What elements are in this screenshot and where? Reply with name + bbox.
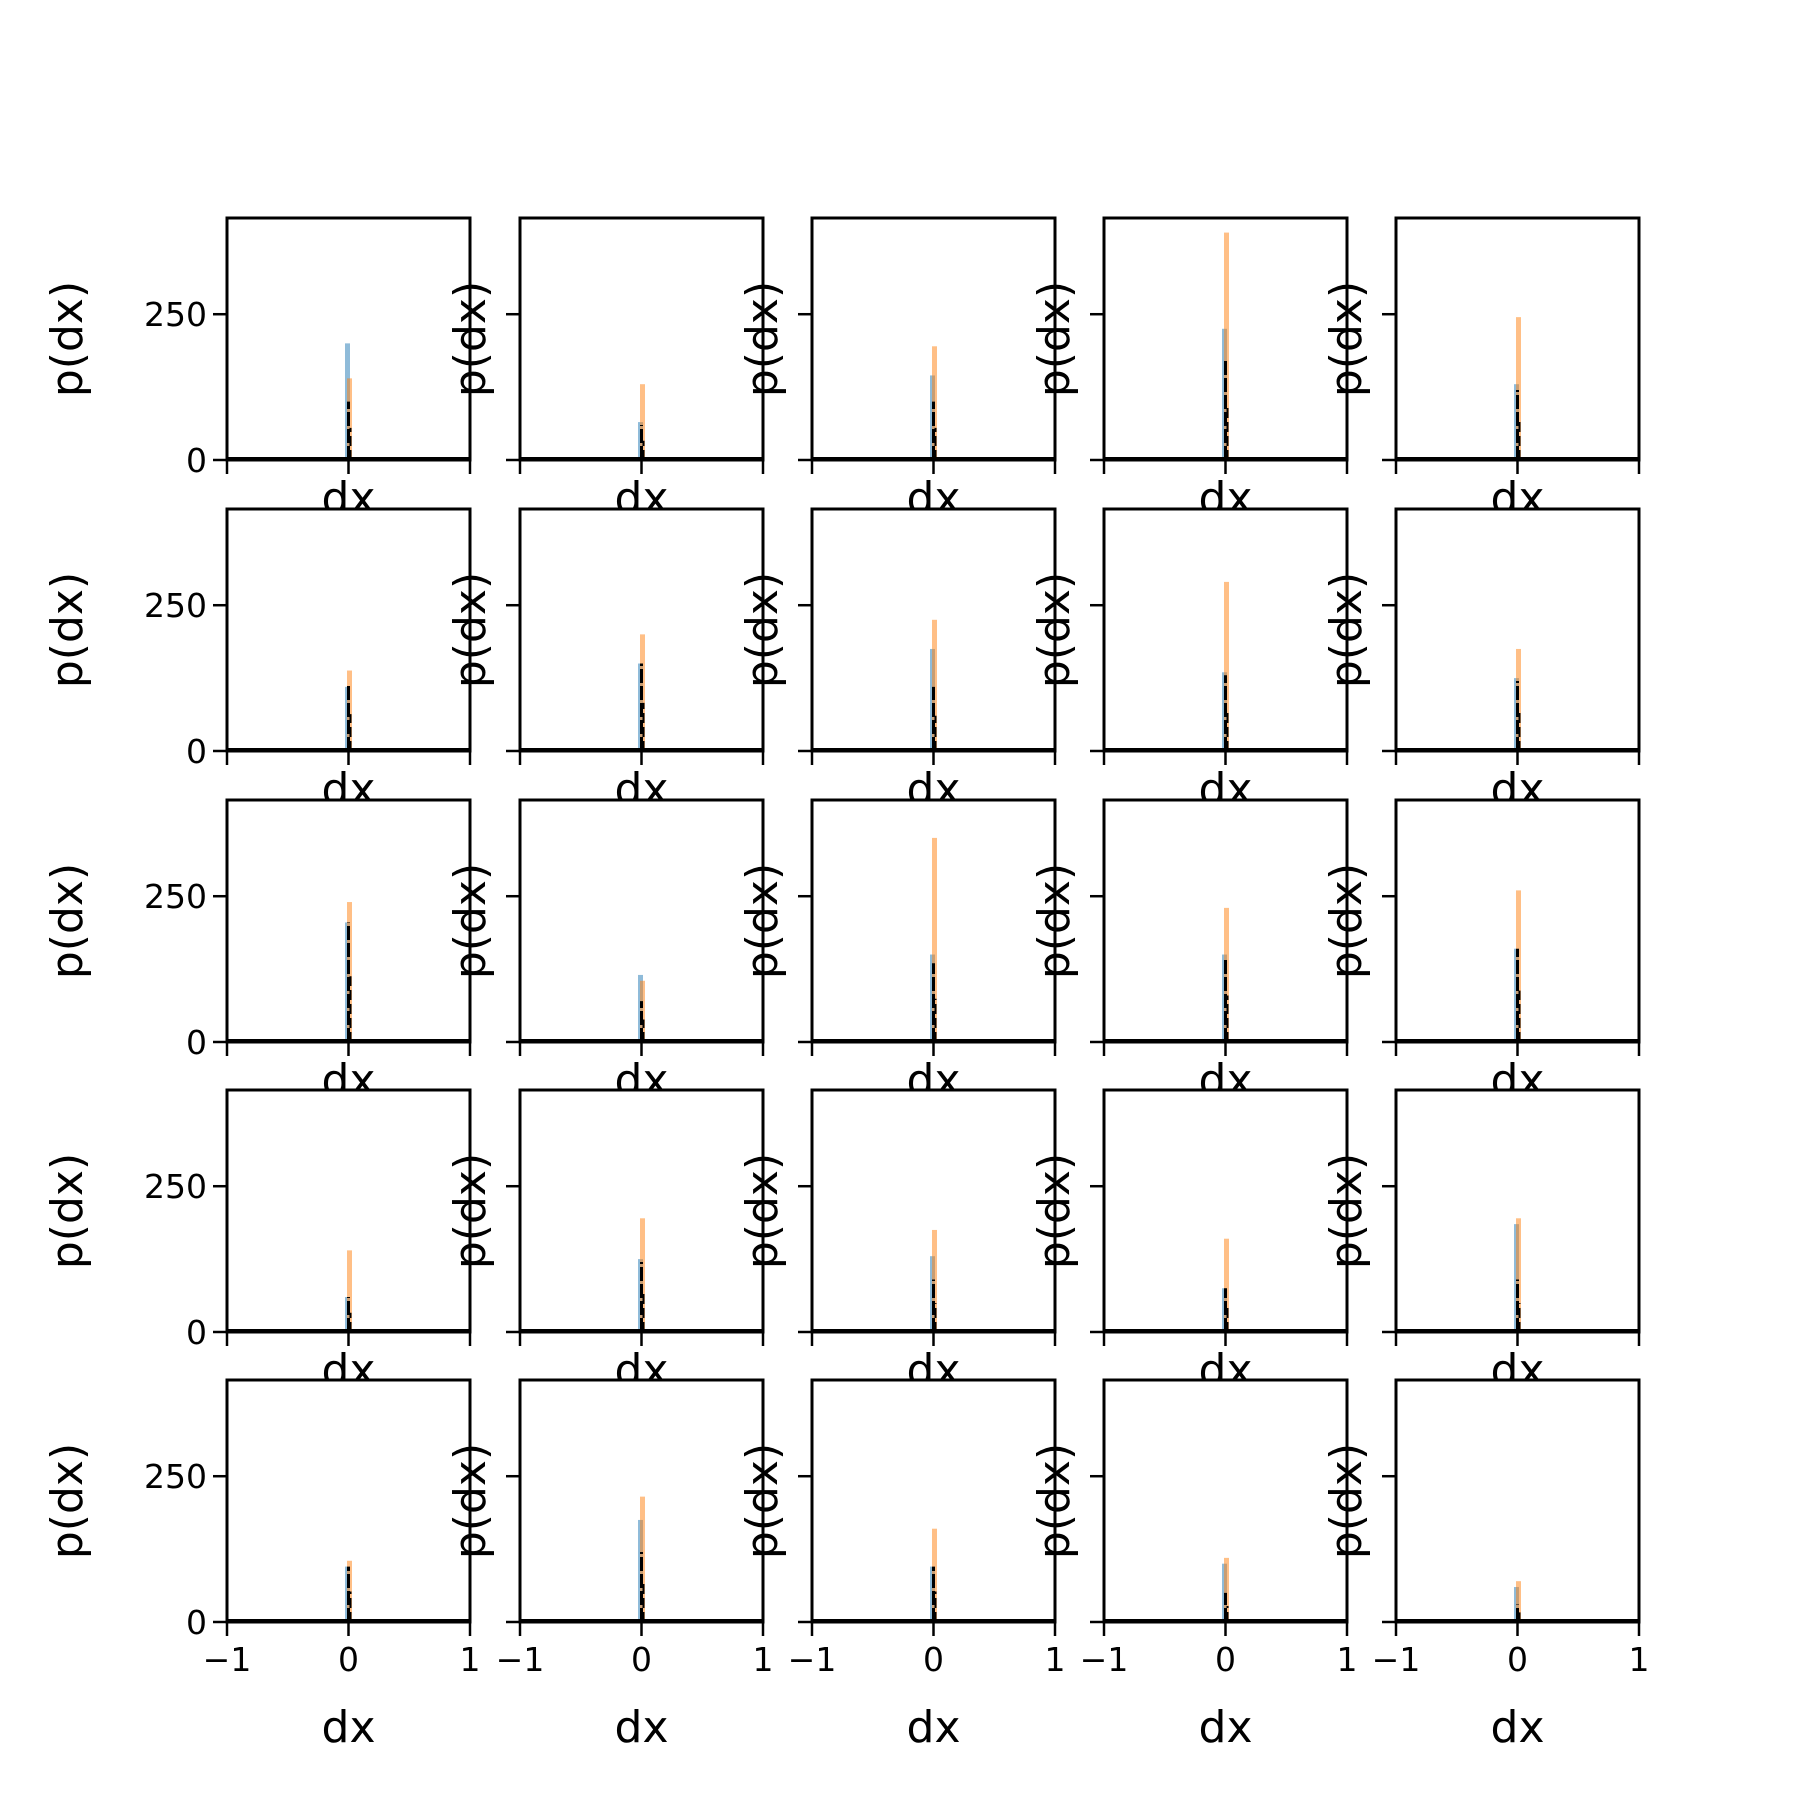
series-b-bar — [1224, 1238, 1229, 1332]
y-axis-label: p(dx) — [42, 1443, 93, 1559]
x-tick-label: −1 — [1080, 1640, 1129, 1679]
x-axis-label: dx — [322, 1702, 376, 1753]
series-b-bar — [1516, 1218, 1521, 1332]
y-axis-label: p(dx) — [1029, 863, 1080, 979]
series-b-bar — [932, 619, 937, 751]
histogram-panel-r3c5: dxp(dx) — [1321, 798, 1641, 1106]
x-tick-label: 1 — [1045, 1640, 1066, 1679]
panels-layer: 0250dxp(dx)dxp(dx)dxp(dx)dxp(dx)dxp(dx)0… — [42, 216, 1650, 1753]
x-tick-label: 0 — [1215, 1640, 1236, 1679]
y-axis-label: p(dx) — [445, 863, 496, 979]
x-tick-label: 1 — [1629, 1640, 1650, 1679]
x-axis-label: dx — [907, 1702, 961, 1753]
y-tick-label: 0 — [186, 1023, 207, 1062]
x-tick-label: 0 — [923, 1640, 944, 1679]
histogram-panel-r5c4: −1 0 1 dx p(dx) — [1029, 1378, 1358, 1753]
y-axis-label: p(dx) — [445, 1443, 496, 1559]
x-tick-label: −1 — [203, 1640, 252, 1679]
histogram-panel-r5c3: −1 0 1 dx p(dx) — [737, 1378, 1066, 1753]
series-b-bar — [1224, 1557, 1229, 1622]
series-b-bar — [932, 837, 937, 1042]
y-tick-label: 250 — [144, 295, 207, 334]
y-tick-label: 250 — [144, 586, 207, 625]
x-tick-label: −1 — [1372, 1640, 1421, 1679]
y-axis-label: p(dx) — [1321, 863, 1372, 979]
histogram-panel-r1c3: dxp(dx) — [737, 216, 1057, 524]
y-axis-label: p(dx) — [42, 281, 93, 397]
x-tick-label: 1 — [753, 1640, 774, 1679]
histogram-panel-r4c4: dxp(dx) — [1029, 1088, 1349, 1396]
y-axis-label: p(dx) — [445, 1153, 496, 1269]
histogram-panel-r2c3: dxp(dx) — [737, 507, 1057, 815]
y-tick-label: 0 — [186, 1313, 207, 1352]
y-tick-label: 250 — [144, 1167, 207, 1206]
histogram-panel-r3c3: dxp(dx) — [737, 798, 1057, 1106]
series-b-bar — [640, 384, 645, 460]
y-axis-label: p(dx) — [1321, 281, 1372, 397]
x-tick-label: 0 — [631, 1640, 652, 1679]
histogram-panel-r1c5: dxp(dx) — [1321, 216, 1641, 524]
x-axis-label: dx — [1491, 1702, 1545, 1753]
x-tick-label: −1 — [496, 1640, 545, 1679]
series-b-bar — [1516, 317, 1521, 460]
y-axis-label: p(dx) — [445, 572, 496, 688]
y-axis-label: p(dx) — [445, 281, 496, 397]
histogram-panel-r4c5: dxp(dx) — [1321, 1088, 1641, 1396]
x-tick-label: 1 — [460, 1640, 481, 1679]
y-axis-label: p(dx) — [1029, 1443, 1080, 1559]
y-tick-label: 250 — [144, 1457, 207, 1496]
x-axis-label: dx — [1199, 1702, 1253, 1753]
y-axis-label: p(dx) — [1321, 572, 1372, 688]
y-axis-label: p(dx) — [737, 281, 788, 397]
x-tick-label: 0 — [338, 1640, 359, 1679]
series-b-bar — [1224, 581, 1229, 751]
series-b-bar — [347, 1250, 352, 1332]
histogram-panel-r2c5: dxp(dx) — [1321, 507, 1641, 815]
y-axis-label: p(dx) — [737, 863, 788, 979]
y-axis-label: p(dx) — [1321, 1153, 1372, 1269]
series-b-bar — [1224, 907, 1229, 1042]
y-tick-label: 0 — [186, 1603, 207, 1642]
y-tick-label: 0 — [186, 441, 207, 480]
histogram-panel-r5c5: −1 0 1 dx p(dx) — [1321, 1378, 1650, 1753]
histogram-panel-r1c4: dxp(dx) — [1029, 216, 1349, 524]
y-axis-label: p(dx) — [1029, 1153, 1080, 1269]
x-tick-label: −1 — [788, 1640, 837, 1679]
y-axis-label: p(dx) — [42, 863, 93, 979]
y-tick-label: 250 — [144, 877, 207, 916]
y-axis-label: p(dx) — [1321, 1443, 1372, 1559]
y-tick-label: 0 — [186, 732, 207, 771]
x-tick-label: 0 — [1507, 1640, 1528, 1679]
y-axis-label: p(dx) — [737, 1153, 788, 1269]
y-axis-label: p(dx) — [737, 572, 788, 688]
histogram-panel-r4c3: dxp(dx) — [737, 1088, 1057, 1396]
series-b-bar — [1516, 1581, 1521, 1622]
y-axis-label: p(dx) — [42, 1153, 93, 1269]
histogram-panel-r2c4: dxp(dx) — [1029, 507, 1349, 815]
histogram-panel-r4c2: dxp(dx) — [445, 1088, 765, 1396]
histogram-panel-r3c4: dxp(dx) — [1029, 798, 1349, 1106]
y-axis-label: p(dx) — [1029, 572, 1080, 688]
series-b-bar — [1224, 232, 1229, 460]
histogram-panel-r5c2: −1 0 1 dx p(dx) — [445, 1378, 774, 1753]
histogram-panel-r2c2: dxp(dx) — [445, 507, 765, 815]
histogram-panel-r1c2: dxp(dx) — [445, 216, 765, 524]
x-tick-label: 1 — [1337, 1640, 1358, 1679]
y-axis-label: p(dx) — [42, 572, 93, 688]
y-axis-label: p(dx) — [737, 1443, 788, 1559]
x-axis-label: dx — [615, 1702, 669, 1753]
y-axis-label: p(dx) — [1029, 281, 1080, 397]
histogram-panel-r3c2: dxp(dx) — [445, 798, 765, 1106]
panel-frame — [1394, 507, 1641, 753]
